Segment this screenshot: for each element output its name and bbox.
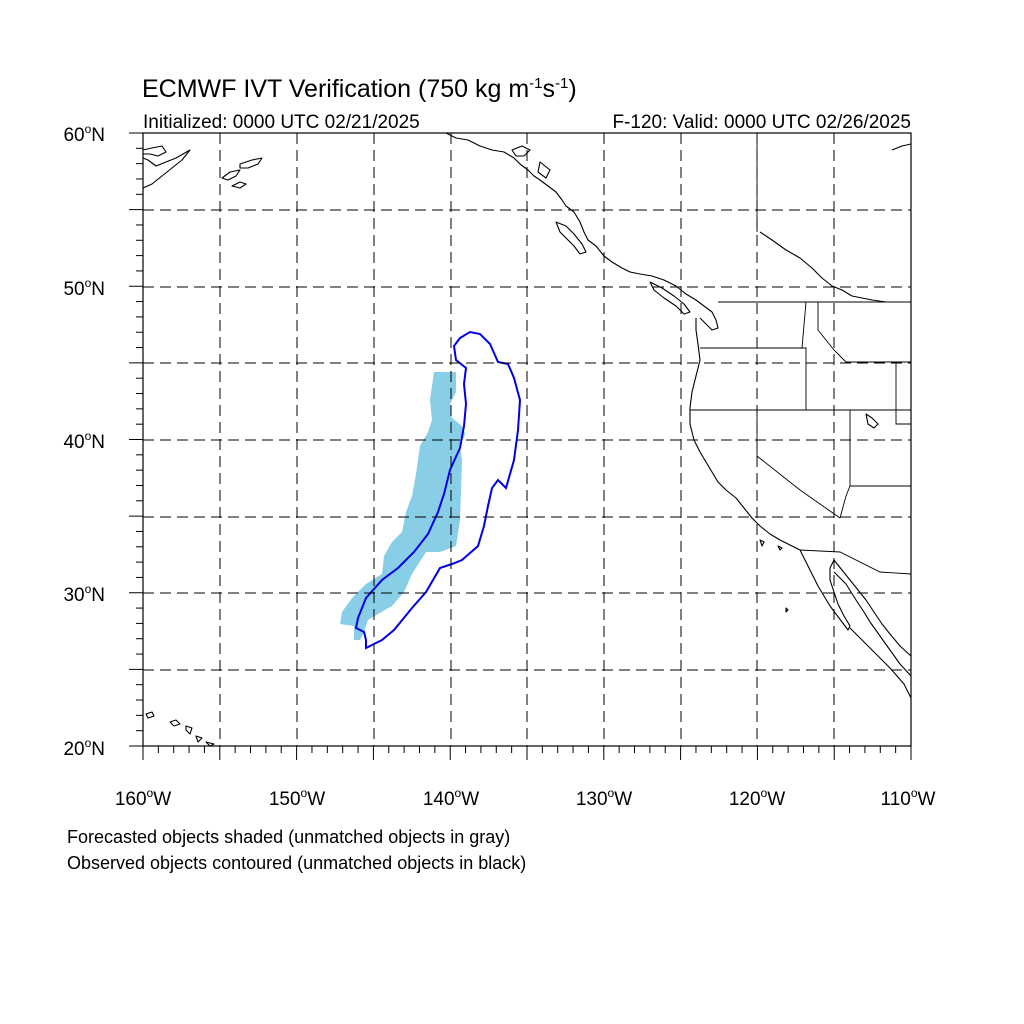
lon-label-130w: 130oW (576, 786, 632, 810)
lat-label-20: 20oN (63, 736, 105, 760)
lon-label-110w: 110oW (881, 786, 936, 810)
tick-marks (129, 132, 912, 760)
map-plot-area (142, 132, 912, 747)
init-time: Initialized: 0000 UTC 02/21/2025 (143, 112, 420, 133)
valid-time: F-120: Valid: 0000 UTC 02/26/2025 (612, 112, 911, 133)
coastlines (142, 132, 912, 747)
latitude-labels: 60oN 50oN 40oN 30oN 20oN (63, 122, 105, 760)
lon-label-160w: 160oW (115, 786, 171, 810)
lon-label-150w: 150oW (269, 786, 325, 810)
map-title: ECMWF IVT Verification (750 kg m-1s-1) (142, 75, 577, 103)
lon-label-120w: 120oW (729, 786, 785, 810)
lat-label-50: 50oN (63, 276, 105, 300)
lat-label-30: 30oN (63, 582, 105, 606)
lat-label-40: 40oN (63, 429, 105, 453)
longitude-labels: 160oW 150oW 140oW 130oW 120oW 110oW (115, 786, 936, 810)
observed-note: Observed objects contoured (unmatched ob… (67, 853, 526, 873)
lat-label-60: 60oN (63, 122, 105, 146)
gridlines (143, 133, 911, 746)
forecast-object-shaded (340, 372, 465, 640)
lon-label-140w: 140oW (423, 786, 479, 810)
observed-object-contour (354, 330, 522, 650)
forecast-note: Forecasted objects shaded (unmatched obj… (67, 827, 510, 847)
